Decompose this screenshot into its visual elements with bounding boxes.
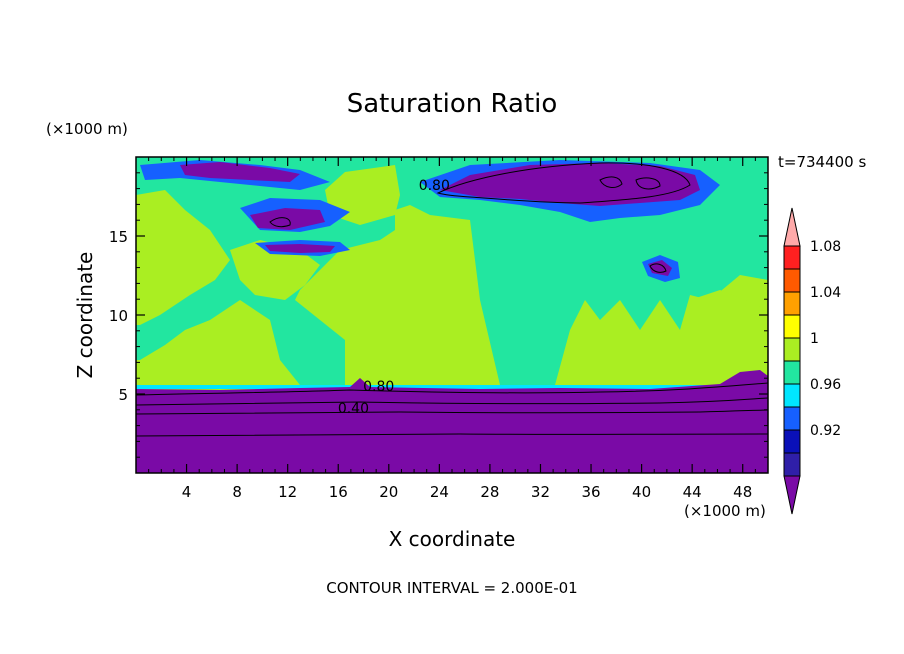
colorbar-upper-triangle [783, 207, 801, 247]
contour-label: 0.80 [419, 178, 450, 194]
x-tick-label: 24 [430, 483, 449, 501]
x-axis-label: X coordinate [389, 527, 516, 551]
y-tick-label: 5 [118, 386, 128, 404]
colorbar-tick-label: 0.96 [810, 377, 841, 393]
x-tick-label: 8 [232, 483, 242, 501]
contour-label: 0.40 [338, 401, 369, 417]
x-tick-label: 32 [531, 483, 550, 501]
contour-line-upper [269, 217, 291, 228]
colorbar-segment [783, 360, 801, 385]
region-dry-top-left [180, 162, 300, 182]
region-dry-band [265, 244, 335, 253]
x-tick-label: 44 [683, 483, 702, 501]
x-tick-label: 12 [278, 483, 297, 501]
colorbar-segment [783, 406, 801, 431]
contour-label: 0.80 [363, 379, 394, 395]
colorbar-segment [783, 429, 801, 454]
y-tick-label: 10 [109, 307, 128, 325]
colorbar-segment [783, 291, 801, 316]
region-saturated-right [690, 290, 768, 385]
y-axis-label: Z coordinate [73, 252, 97, 379]
x-tick-label: 16 [329, 483, 348, 501]
x-tick-label: 36 [581, 483, 600, 501]
colorbar-segment [783, 452, 801, 477]
contour-labels: 0.80 0.80 0.40 [338, 178, 450, 417]
contour-line-upper [599, 176, 623, 188]
colorbar-segment [783, 245, 801, 270]
x-tick-label: 28 [480, 483, 499, 501]
chart-title: Saturation Ratio [347, 89, 558, 119]
contour-line-lower [136, 382, 768, 396]
colorbar-segment [783, 314, 801, 339]
colorbar-tick-label: 1.04 [810, 285, 841, 301]
region-saturated-lower [350, 310, 440, 385]
colorbar-segment [783, 383, 801, 408]
x-units-label: (×1000 m) [684, 502, 766, 520]
y-tick-label: 15 [109, 228, 128, 246]
contour-lines [136, 162, 768, 437]
contour-line-upper [649, 263, 667, 273]
colorbar-segment [783, 337, 801, 362]
region-dry-lower [136, 370, 768, 473]
colorbar-lower-triangle [783, 475, 801, 515]
x-tick-label: 40 [632, 483, 651, 501]
contour-interval-footer: CONTOUR INTERVAL = 2.000E-01 [326, 579, 577, 597]
x-tick-label: 20 [379, 483, 398, 501]
y-axis: 5 10 15 [109, 172, 768, 458]
x-axis: 4 8 12 16 20 24 28 32 36 40 44 48 [148, 157, 756, 501]
region-cyan-band [136, 385, 768, 389]
contour-line-lower [136, 409, 768, 415]
contour-line-lower [136, 433, 768, 437]
colorbar-tick-label: 1 [810, 331, 819, 347]
y-units-label: (×1000 m) [46, 120, 128, 138]
x-tick-label: 4 [182, 483, 192, 501]
time-label: t=734400 s [778, 153, 866, 171]
colorbar: 0.92 0.96 1 1.04 1.08 [783, 207, 841, 515]
contour-line-upper [436, 162, 691, 204]
saturation-field: 0.80 0.80 0.40 [136, 157, 768, 473]
colorbar-segment [783, 268, 801, 293]
region-saturated-left [136, 190, 230, 325]
contour-line-upper [635, 177, 661, 190]
x-tick-label: 48 [733, 483, 752, 501]
colorbar-tick-label: 1.08 [810, 239, 841, 255]
contour-line-lower [136, 397, 768, 406]
colorbar-tick-label: 0.92 [810, 423, 841, 439]
